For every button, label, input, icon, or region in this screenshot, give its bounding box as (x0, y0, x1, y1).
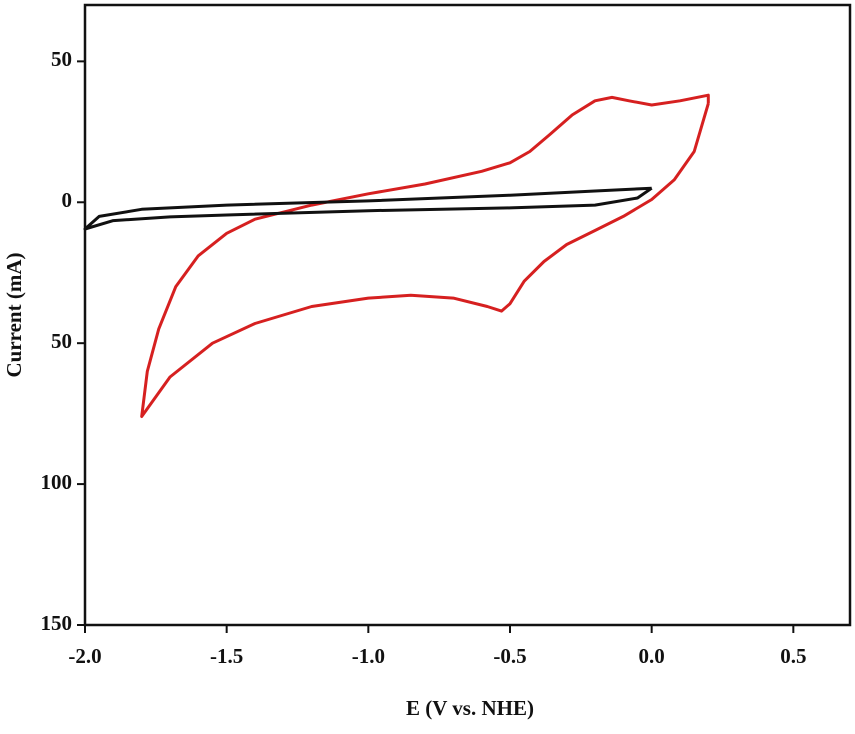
y-tick-label: 50 (51, 47, 72, 71)
x-tick-label: -2.0 (68, 644, 101, 668)
x-tick-label: -0.5 (493, 644, 526, 668)
y-axis-label: Current (mA) (2, 252, 26, 377)
x-tick-label: -1.5 (210, 644, 243, 668)
plot-frame (83, 3, 852, 627)
y-tick-label: 100 (41, 470, 73, 494)
x-tick-label: 0.0 (639, 644, 665, 668)
y-tick-label: 50 (51, 329, 72, 353)
x-axis-label: E (V vs. NHE) (406, 696, 534, 720)
y-tick-label: 150 (41, 611, 73, 635)
cv-curve (83, 186, 653, 231)
x-tick-label: 0.5 (780, 644, 806, 668)
y-tick-label: 0 (62, 188, 73, 212)
cv-curve (140, 93, 710, 418)
x-tick-label: -1.0 (352, 644, 385, 668)
